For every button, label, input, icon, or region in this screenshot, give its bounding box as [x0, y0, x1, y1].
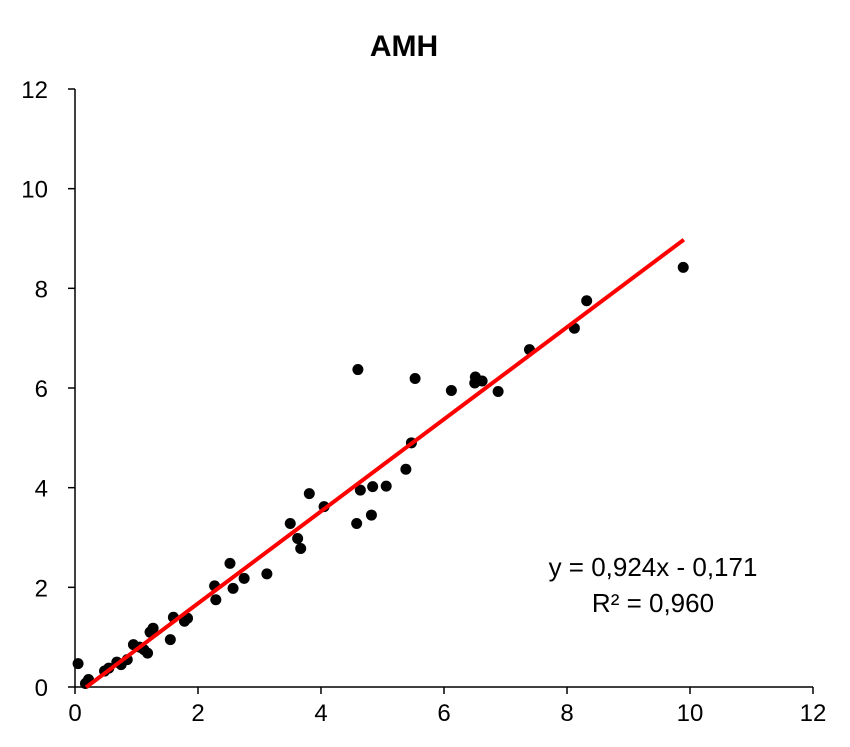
- trendline-r-squared: R² = 0,960: [592, 588, 714, 618]
- data-point: [303, 488, 315, 500]
- x-tick-label: 4: [314, 700, 327, 727]
- data-point: [365, 509, 377, 521]
- data-point: [367, 481, 379, 493]
- data-point: [210, 594, 222, 606]
- data-point: [409, 373, 421, 385]
- data-point: [284, 518, 296, 530]
- data-point: [677, 261, 689, 273]
- data-point: [147, 622, 159, 634]
- data-point: [380, 480, 392, 492]
- data-point: [295, 542, 307, 554]
- data-point: [492, 385, 504, 397]
- data-point: [400, 463, 412, 475]
- data-point: [445, 384, 457, 396]
- y-tick-label: 0: [35, 675, 48, 702]
- x-tick-label: 6: [437, 700, 450, 727]
- x-tick-label: 12: [800, 700, 827, 727]
- data-point: [581, 295, 593, 307]
- x-tick-label: 2: [191, 700, 204, 727]
- y-tick-label: 4: [35, 476, 48, 503]
- y-tick-label: 10: [21, 177, 48, 204]
- trendline-equation: y = 0,924x - 0,171: [549, 552, 758, 582]
- data-point: [476, 375, 488, 387]
- data-point: [142, 647, 154, 659]
- x-tick-label: 8: [560, 700, 573, 727]
- data-point: [292, 532, 304, 544]
- chart-title: AMH: [370, 30, 438, 63]
- trendline-group: [84, 238, 686, 689]
- x-tick-label: 10: [677, 700, 704, 727]
- y-tick-label: 12: [21, 77, 48, 104]
- y-tick-label: 8: [35, 276, 48, 303]
- data-point: [261, 568, 273, 580]
- data-point: [224, 557, 236, 569]
- data-point: [354, 484, 366, 496]
- x-tick-label: 0: [68, 700, 81, 727]
- y-tick-label: 2: [35, 575, 48, 602]
- data-points: [72, 261, 689, 690]
- data-point: [227, 582, 239, 594]
- data-point: [352, 364, 364, 376]
- trendline: [84, 238, 686, 689]
- data-point: [351, 518, 363, 530]
- axes: 0 2 4 6 8 10 12 0 2 4 6 8 10 12: [21, 77, 826, 727]
- data-point: [164, 634, 176, 646]
- data-point: [72, 658, 84, 670]
- data-point: [238, 572, 250, 584]
- y-tick-label: 6: [35, 376, 48, 403]
